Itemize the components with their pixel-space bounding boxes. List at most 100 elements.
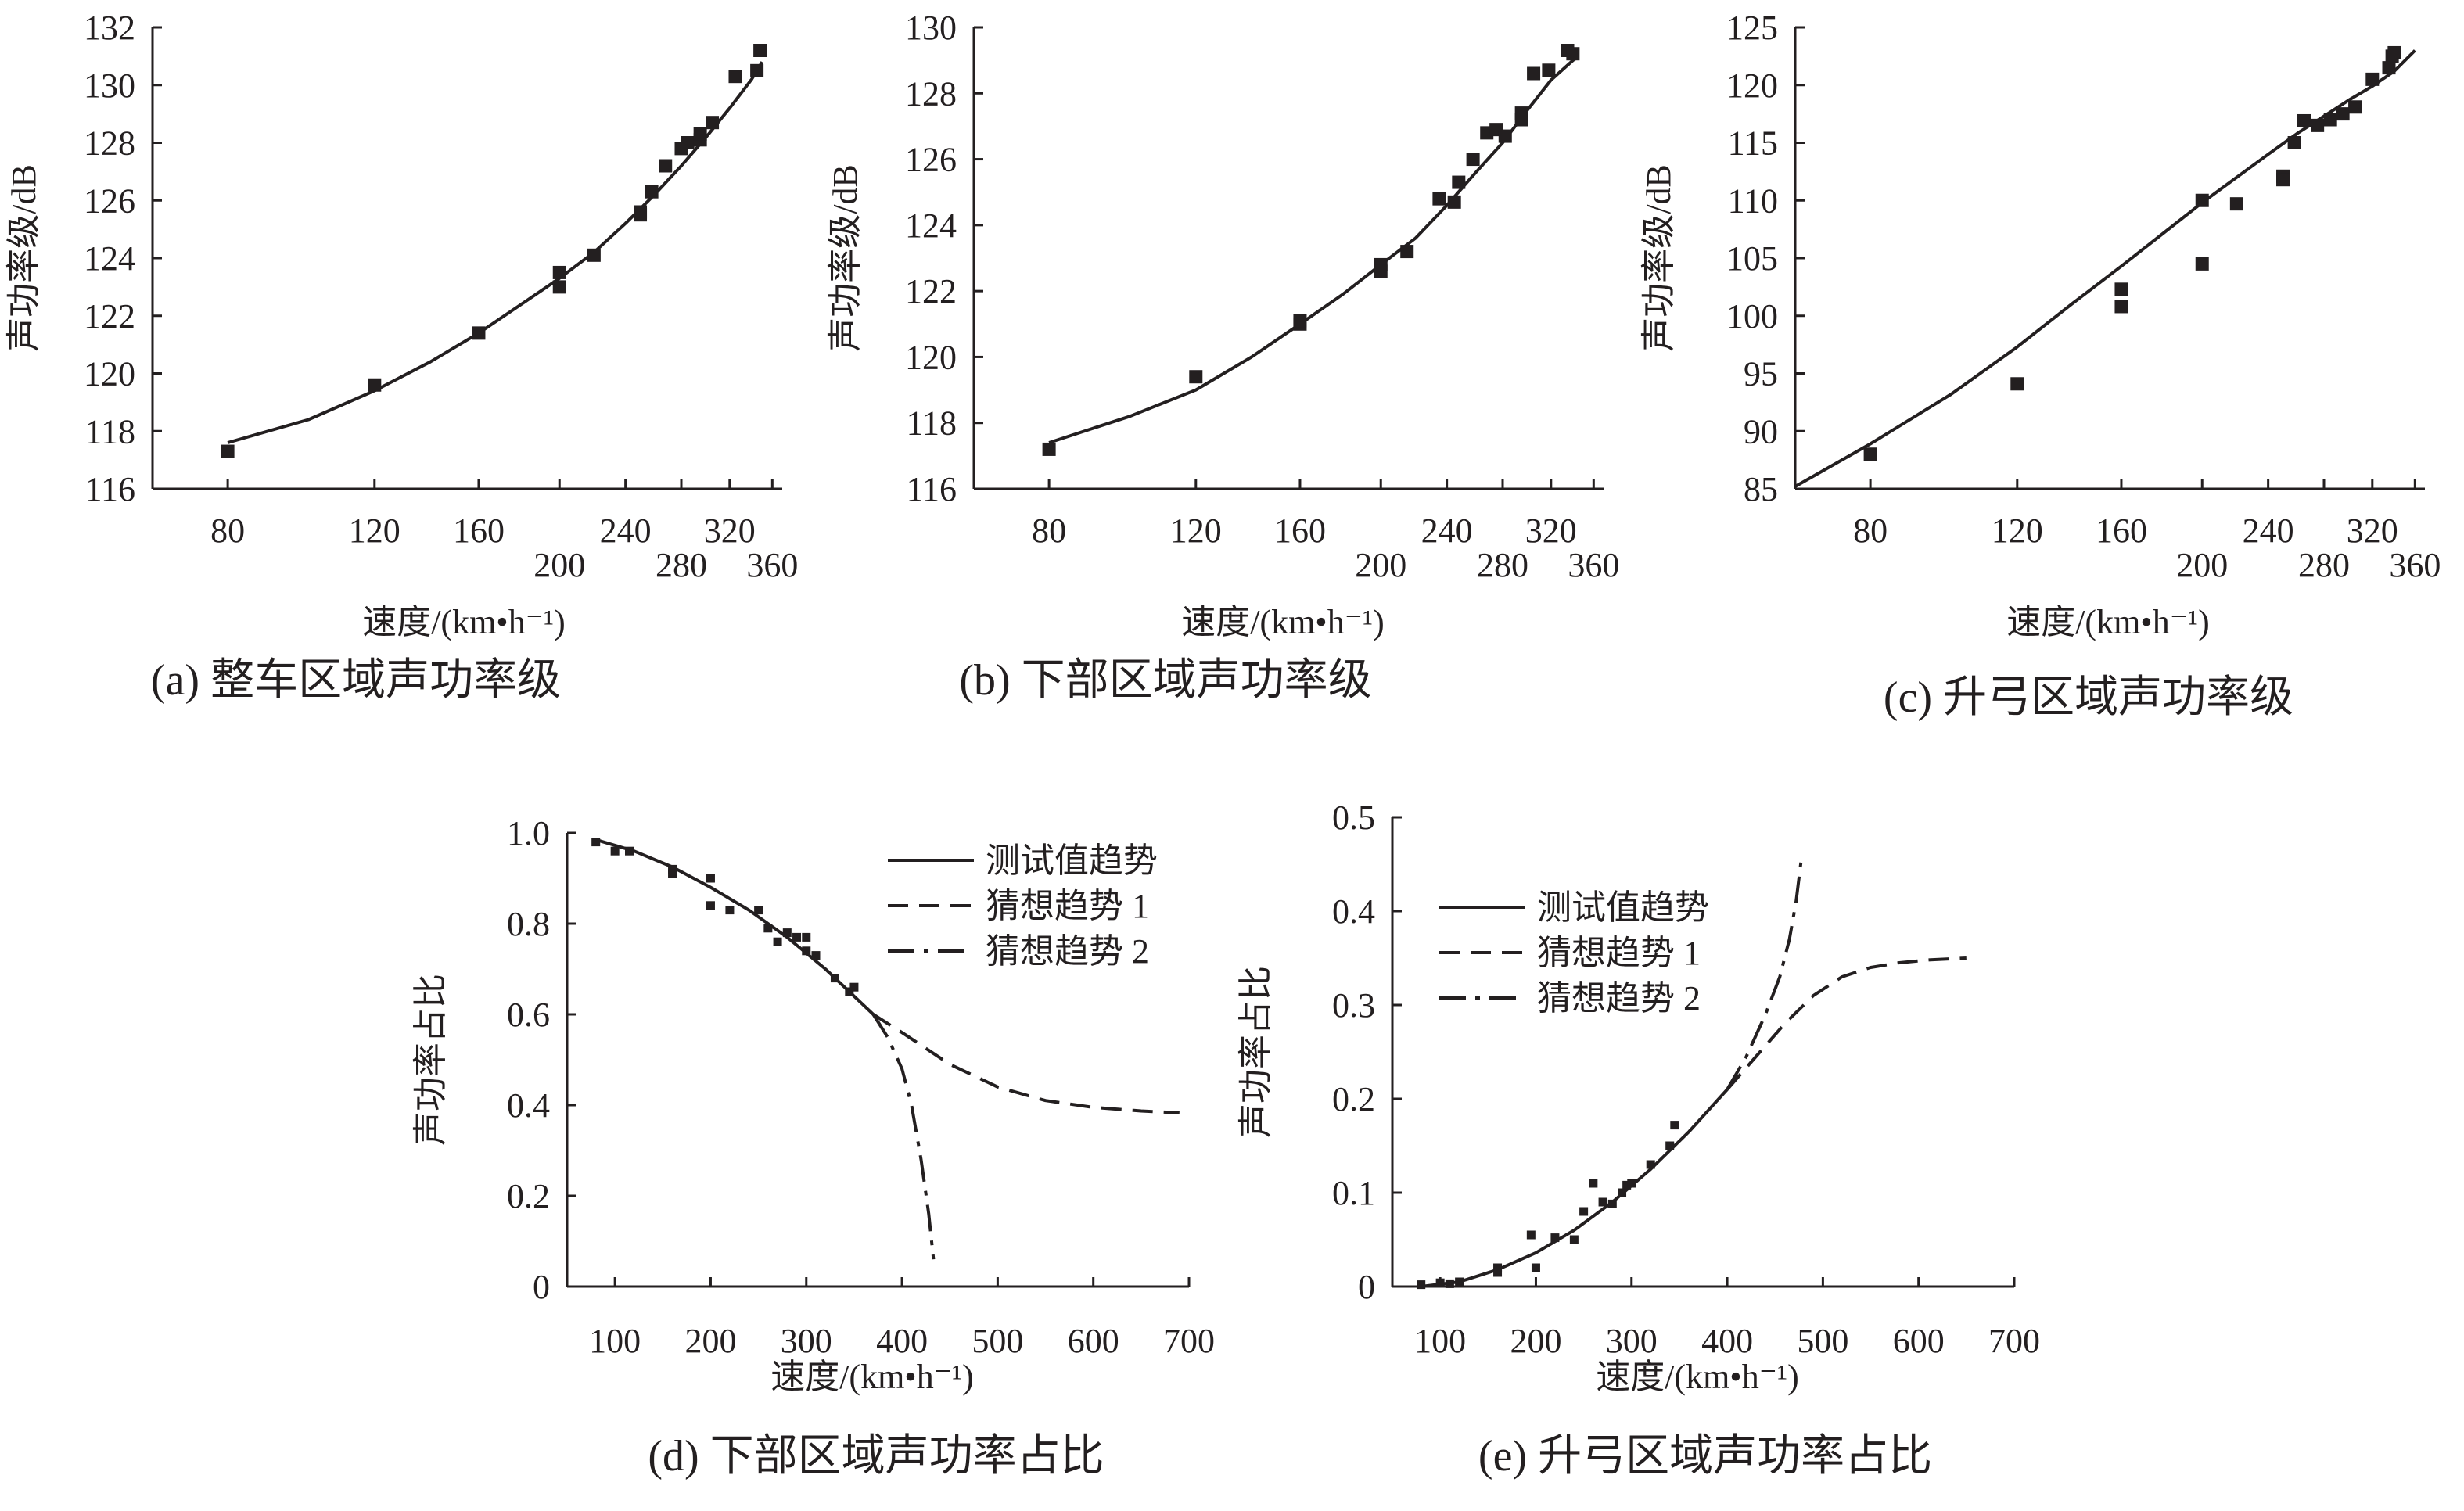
x-tick-label: 160: [1274, 511, 1326, 550]
y-tick-label: 115: [1728, 124, 1778, 163]
x-tick-label: 360: [2389, 546, 2441, 584]
x-tick-label: 320: [704, 511, 756, 550]
data-point: [1527, 66, 1541, 81]
x-tick-label: 300: [781, 1322, 832, 1360]
data-point: [2276, 173, 2290, 187]
y-tick-label: 0.8: [507, 905, 550, 943]
data-point: [221, 444, 235, 458]
y-tick-label: 0: [533, 1268, 550, 1306]
y-tick-label: 0.1: [1332, 1174, 1375, 1212]
data-point: [706, 116, 720, 130]
data-point: [2114, 282, 2128, 296]
x-tick-label: 80: [210, 511, 245, 550]
data-point: [1374, 264, 1388, 278]
series-line-1: [595, 838, 875, 1016]
data-point: [706, 901, 715, 910]
data-point: [753, 44, 767, 57]
panel-caption: (e) 升弓区域声功率占比: [1478, 1432, 1932, 1480]
panel-caption: (d) 下部区域声功率占比: [648, 1432, 1104, 1480]
data-point: [1447, 195, 1461, 209]
legend-label: 猜想趋势 1: [986, 887, 1149, 925]
y-tick-label: 0.2: [507, 1177, 550, 1215]
x-tick-label: 700: [1163, 1322, 1215, 1360]
y-tick-label: 100: [1726, 297, 1778, 336]
y-tick-label: 120: [84, 355, 135, 393]
y-tick-label: 116: [907, 470, 957, 508]
x-tick-label: 160: [453, 511, 505, 550]
y-tick-label: 116: [85, 470, 135, 508]
x-tick-label: 200: [1355, 546, 1406, 584]
data-point: [1622, 1180, 1632, 1190]
x-tick-label: 600: [1068, 1322, 1119, 1360]
series-line-1: [227, 61, 764, 444]
x-axis-title: 速度/(km•h⁻¹): [1181, 603, 1385, 641]
data-point: [830, 974, 839, 983]
data-point: [668, 864, 677, 874]
panel-caption: (b) 下部区域声功率级: [959, 656, 1371, 705]
y-tick-label: 130: [905, 9, 957, 47]
chart-c: 85 90 95 100 105 110 115 120 125 80 120 160 200 24028…: [1640, 9, 2441, 722]
x-tick-label: 120: [1992, 511, 2043, 550]
data-point: [2229, 197, 2243, 211]
x-tick-label: 200: [2176, 546, 2228, 584]
data-point: [1452, 175, 1466, 189]
x-tick-label: 120: [1170, 511, 1222, 550]
data-point: [1493, 1268, 1503, 1277]
y-tick-label: 85: [1744, 470, 1778, 508]
x-tick-label: 100: [589, 1322, 641, 1360]
data-point: [763, 924, 773, 933]
data-point: [1466, 153, 1480, 167]
data-point: [1665, 1141, 1675, 1150]
data-point: [552, 265, 566, 279]
data-point: [1400, 245, 1414, 259]
y-tick-label: 128: [905, 74, 957, 113]
y-tick-label: 126: [905, 141, 957, 179]
data-point: [1455, 1277, 1464, 1287]
data-point: [591, 838, 601, 847]
y-tick-label: 105: [1726, 239, 1778, 278]
data-point: [1189, 370, 1203, 384]
data-point: [728, 70, 742, 84]
y-tick-label: 120: [905, 338, 957, 376]
data-point: [845, 987, 854, 996]
panel-caption: (a) 整车区域声功率级: [151, 656, 561, 705]
x-tick-label: 200: [684, 1322, 736, 1360]
chart-d: 0 0.2 0.4 0.6 0.8 1.0 100 200 300 400 500 600 700 速度/…: [411, 814, 1215, 1480]
x-tick-label: 280: [2298, 546, 2350, 584]
x-tick-label: 200: [1510, 1322, 1561, 1360]
y-tick-label: 95: [1744, 355, 1778, 393]
x-tick-label: 100: [1414, 1322, 1466, 1360]
data-point: [2323, 113, 2337, 127]
chart-b: 116 118 120 122 124 126 128 130 80 120 160 200 24028…: [826, 9, 1619, 705]
x-tick-label: 240: [2243, 511, 2294, 550]
y-tick-label: 90: [1744, 412, 1778, 450]
data-point: [802, 932, 811, 942]
legend-label: 测试值趋势: [986, 842, 1158, 880]
y-tick-label: 0.5: [1332, 799, 1375, 837]
x-tick-label: 240: [1421, 511, 1473, 550]
legend-label: 测试值趋势: [1537, 888, 1709, 927]
y-tick-label: 0.3: [1332, 986, 1375, 1025]
x-tick-label: 400: [876, 1322, 928, 1360]
data-point: [2010, 377, 2024, 391]
data-point: [802, 946, 811, 956]
data-point: [811, 951, 821, 960]
y-tick-label: 130: [84, 66, 135, 105]
data-point: [2114, 300, 2128, 314]
x-tick-label: 280: [656, 546, 707, 584]
data-point: [1493, 1263, 1503, 1272]
data-point: [1579, 1207, 1589, 1216]
x-tick-label: 600: [1893, 1322, 1945, 1360]
x-tick-label: 360: [746, 546, 798, 584]
data-point: [1589, 1179, 1598, 1188]
data-point: [668, 869, 677, 878]
x-tick-label: 700: [1988, 1322, 2040, 1360]
data-point: [1432, 192, 1446, 206]
legend-label: 猜想趋势 1: [1537, 934, 1701, 972]
x-tick-label: 200: [533, 546, 585, 584]
data-point: [1569, 1235, 1579, 1244]
chart-a: 116 118 120 122 124 126 128 130 132 80 120 160 200 24…: [5, 9, 798, 705]
x-tick-label: 240: [600, 511, 652, 550]
y-tick-label: 128: [84, 124, 135, 163]
